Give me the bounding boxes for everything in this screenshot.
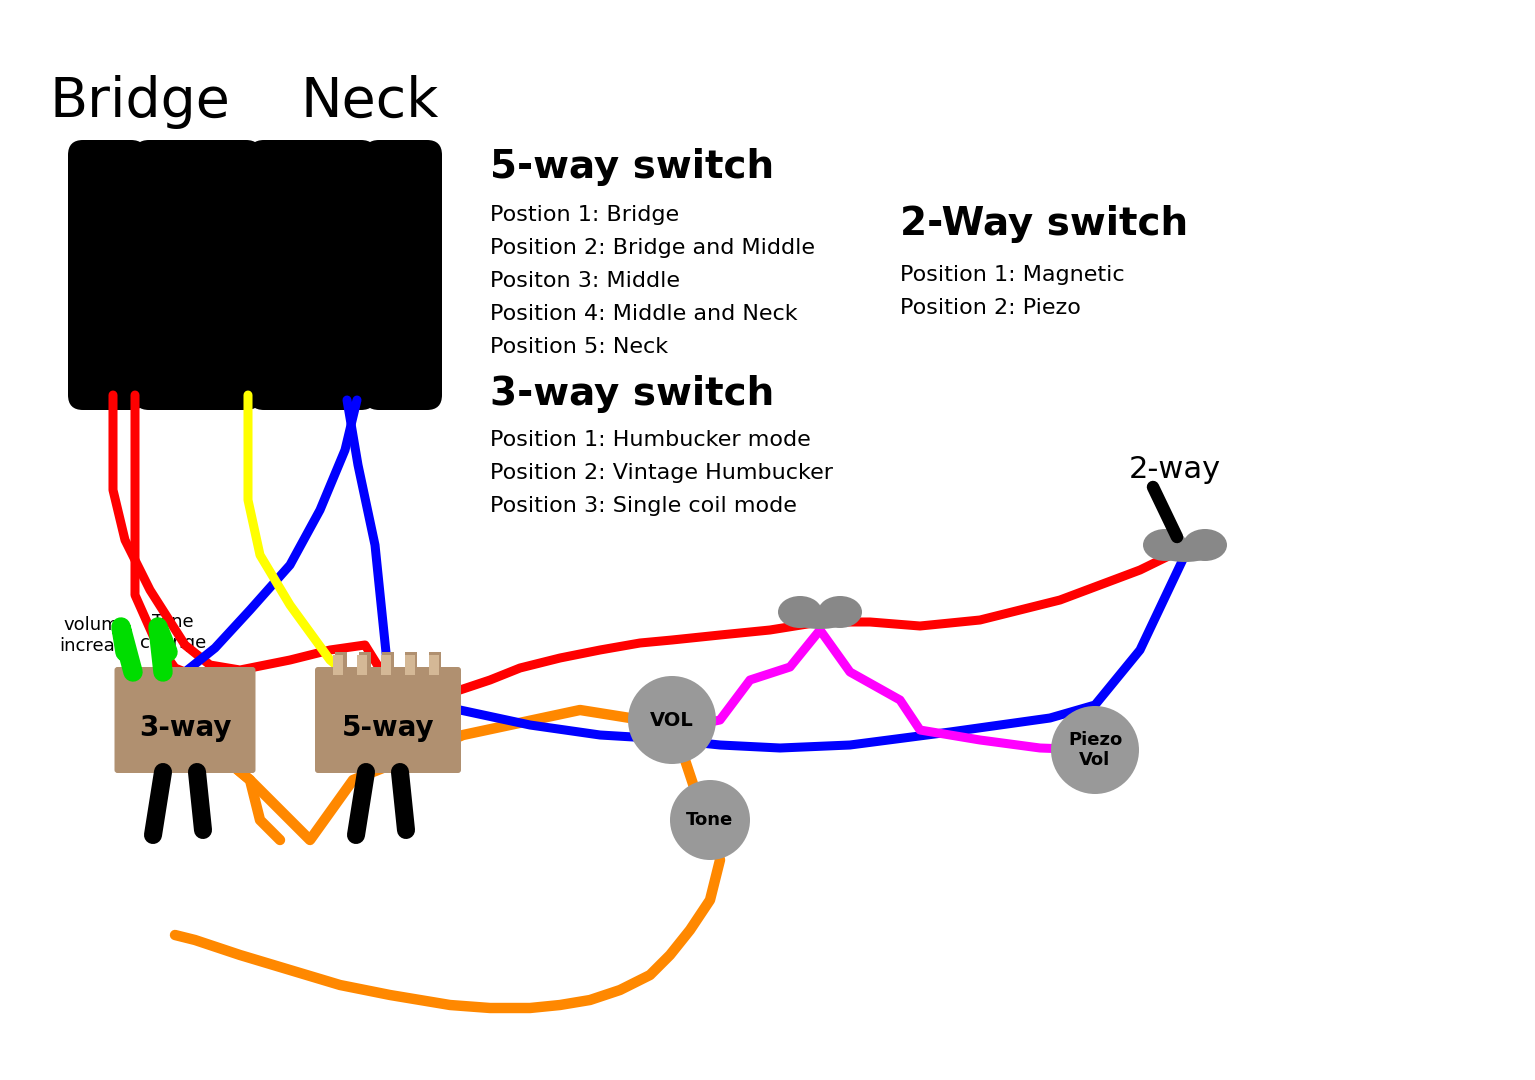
Bar bbox=[428, 654, 439, 675]
Bar bbox=[335, 652, 347, 674]
FancyBboxPatch shape bbox=[364, 140, 442, 410]
Text: Position 2: Piezo: Position 2: Piezo bbox=[900, 298, 1081, 318]
Text: Piezo
Vol: Piezo Vol bbox=[1068, 730, 1122, 769]
Text: Bridge: Bridge bbox=[49, 75, 230, 129]
Bar bbox=[382, 652, 394, 674]
Ellipse shape bbox=[1051, 706, 1139, 794]
FancyBboxPatch shape bbox=[315, 667, 460, 773]
Text: Position 1: Humbucker mode: Position 1: Humbucker mode bbox=[490, 430, 810, 450]
FancyBboxPatch shape bbox=[249, 140, 327, 410]
Ellipse shape bbox=[1183, 529, 1226, 561]
Text: Tone: Tone bbox=[686, 811, 734, 829]
Text: 3-way: 3-way bbox=[138, 714, 232, 742]
Bar bbox=[333, 654, 342, 675]
FancyBboxPatch shape bbox=[115, 667, 255, 773]
Text: Position 2: Bridge and Middle: Position 2: Bridge and Middle bbox=[490, 238, 815, 258]
FancyBboxPatch shape bbox=[134, 140, 212, 410]
Text: Position 4: Middle and Neck: Position 4: Middle and Neck bbox=[490, 303, 798, 324]
Bar bbox=[359, 652, 370, 674]
Text: Positon 3: Middle: Positon 3: Middle bbox=[490, 271, 680, 291]
Text: Tone
change: Tone change bbox=[140, 613, 206, 652]
Ellipse shape bbox=[778, 596, 823, 627]
Bar bbox=[405, 654, 414, 675]
Text: 2-way: 2-way bbox=[1128, 455, 1220, 484]
Text: Neck: Neck bbox=[301, 75, 439, 129]
FancyBboxPatch shape bbox=[298, 140, 376, 410]
Ellipse shape bbox=[791, 607, 850, 629]
Text: Postion 1: Bridge: Postion 1: Bridge bbox=[490, 205, 678, 225]
Text: 3-way switch: 3-way switch bbox=[490, 375, 774, 413]
Ellipse shape bbox=[628, 676, 715, 764]
Text: Position 3: Single coil mode: Position 3: Single coil mode bbox=[490, 496, 797, 516]
Bar bbox=[405, 652, 418, 674]
Text: VOL: VOL bbox=[651, 711, 694, 729]
FancyBboxPatch shape bbox=[183, 140, 261, 410]
Text: 5-way: 5-way bbox=[342, 714, 434, 742]
Text: 5-way switch: 5-way switch bbox=[490, 148, 774, 186]
Text: volume
increase: volume increase bbox=[58, 617, 135, 654]
Text: Position 2: Vintage Humbucker: Position 2: Vintage Humbucker bbox=[490, 463, 834, 483]
Text: 2-Way switch: 2-Way switch bbox=[900, 205, 1188, 243]
Text: Position 1: Magnetic: Position 1: Magnetic bbox=[900, 265, 1125, 285]
FancyBboxPatch shape bbox=[68, 140, 146, 410]
Bar bbox=[428, 652, 441, 674]
Bar bbox=[358, 654, 367, 675]
Bar bbox=[381, 654, 391, 675]
Ellipse shape bbox=[818, 596, 863, 627]
Ellipse shape bbox=[1154, 540, 1216, 562]
Ellipse shape bbox=[669, 780, 751, 860]
Ellipse shape bbox=[1144, 529, 1187, 561]
Text: Position 5: Neck: Position 5: Neck bbox=[490, 337, 668, 357]
